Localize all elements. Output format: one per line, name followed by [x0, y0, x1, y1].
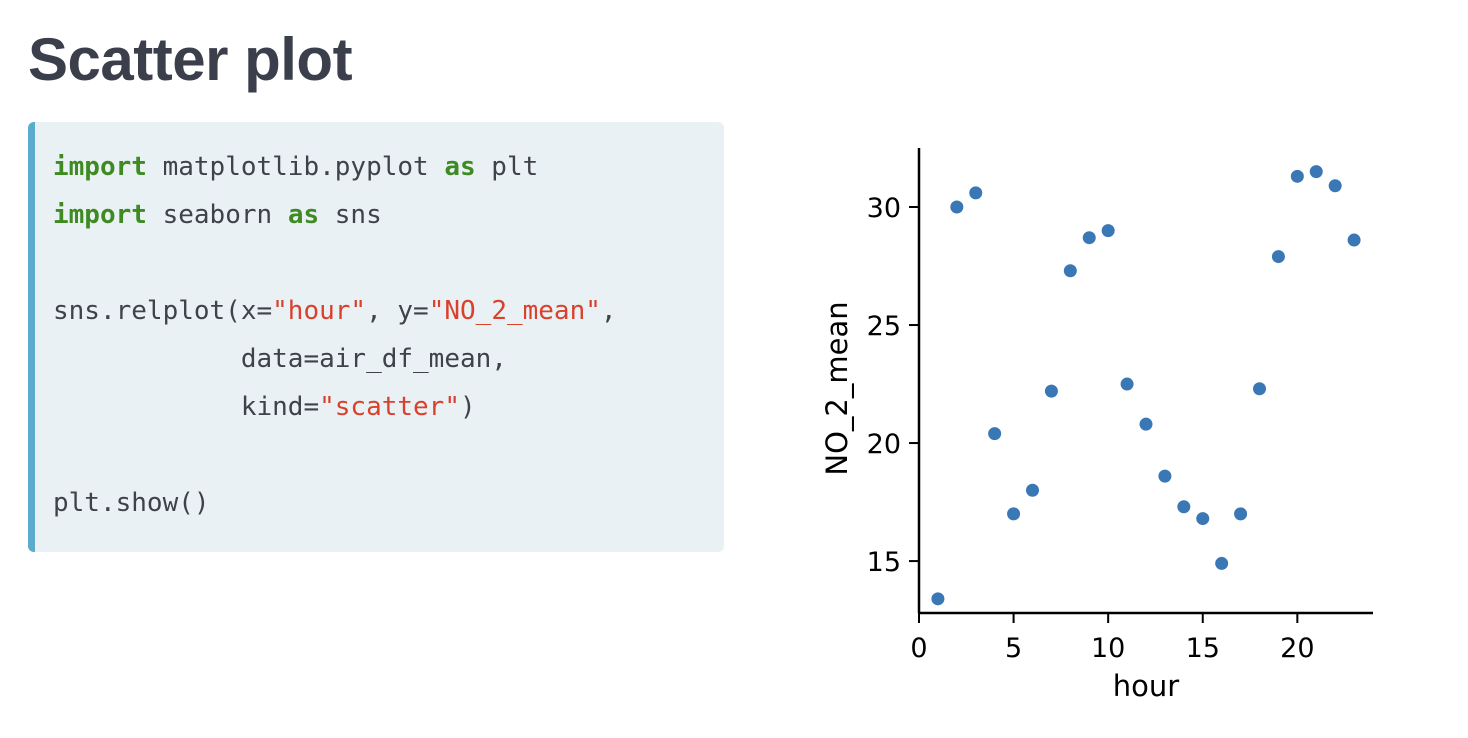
code-text: seaborn: [146, 200, 288, 230]
code-keyword: import: [53, 152, 147, 182]
y-tick-label: 25: [867, 311, 901, 342]
code-line: kind="scatter"): [53, 383, 724, 431]
code-line: [53, 239, 724, 287]
page-title: Scatter plot: [28, 26, 353, 93]
data-point: [1195, 511, 1211, 527]
code-text: plt: [475, 152, 539, 182]
data-point: [1327, 178, 1343, 194]
data-point: [987, 426, 1003, 442]
code-keyword: import: [53, 200, 147, 230]
data-point: [1346, 232, 1362, 248]
data-point: [1138, 416, 1154, 432]
data-point: [1289, 168, 1305, 184]
code-text: data=air_df_mean,: [53, 344, 507, 374]
x-tick-label: 15: [1186, 633, 1220, 664]
data-point: [1025, 482, 1040, 498]
x-tick-label: 5: [1005, 633, 1022, 664]
data-point: [1081, 230, 1097, 246]
x-tick-label: 20: [1280, 633, 1314, 664]
code-line: plt.show(): [53, 479, 724, 527]
data-point: [1252, 381, 1267, 397]
data-point: [1043, 383, 1059, 399]
code-string: "NO_2_mean": [428, 296, 601, 326]
code-line: data=air_df_mean,: [53, 335, 724, 383]
data-point: [930, 591, 946, 607]
y-tick-label: 30: [867, 193, 901, 224]
x-axis-label: hour: [1113, 669, 1180, 703]
x-tick-label: 0: [910, 633, 927, 664]
code-text: kind=: [53, 392, 320, 422]
code-keyword: as: [287, 200, 320, 230]
data-point: [1062, 263, 1078, 279]
code-block: import matplotlib.pyplot as plt import se…: [28, 122, 724, 552]
x-tick-label: 10: [1091, 633, 1125, 664]
data-point: [968, 185, 984, 201]
code-line: [53, 431, 724, 479]
data-point: [1157, 468, 1173, 484]
code-text: sns: [319, 200, 382, 230]
code-text: plt.show(): [53, 488, 210, 518]
code-text: , y=: [366, 296, 429, 326]
code-string: "scatter": [319, 392, 460, 422]
data-point: [1176, 499, 1192, 515]
code-string: "hour": [272, 296, 367, 326]
data-point: [1100, 223, 1116, 239]
data-point: [949, 199, 965, 215]
data-point: [1308, 164, 1324, 180]
code-text: sns.relplot(x=: [53, 296, 273, 326]
scatter-chart: 0 5 10 15 20 15 20 25 30 hour NO_2_mean: [820, 148, 1373, 703]
code-line: sns.relplot(x="hour", y="NO_2_mean",: [53, 287, 724, 335]
code-text: matplotlib.pyplot: [146, 152, 445, 182]
data-point: [1119, 376, 1135, 392]
data-point: [1233, 506, 1249, 522]
y-tick-label: 15: [867, 547, 901, 578]
y-axis-label: NO_2_mean: [820, 301, 854, 475]
data-point: [1214, 555, 1230, 571]
data-point: [1006, 506, 1022, 522]
code-text: ,: [600, 296, 617, 326]
y-tick-label: 20: [867, 429, 901, 460]
code-text: ): [460, 392, 476, 422]
data-point: [1270, 249, 1286, 265]
code-line: import matplotlib.pyplot as plt: [53, 143, 724, 191]
code-line: import seaborn as sns: [53, 191, 724, 239]
code-keyword: as: [444, 152, 476, 182]
